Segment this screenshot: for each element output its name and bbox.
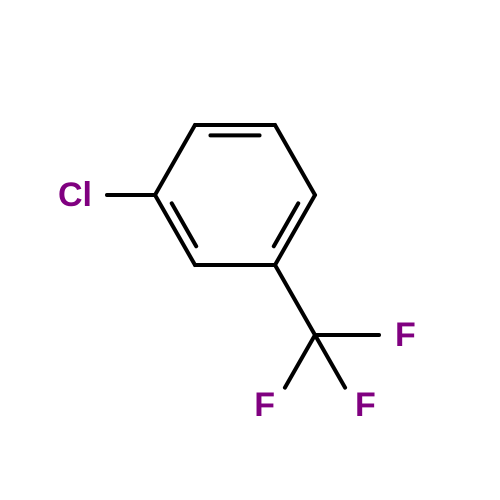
atom-label-cl: Cl — [58, 176, 92, 214]
molecule-canvas: ClFFF — [0, 0, 500, 500]
ring-bond — [275, 125, 315, 195]
atom-label-f3: F — [355, 386, 376, 424]
ring-double-bond — [172, 203, 196, 246]
bond-c-f2 — [285, 335, 315, 388]
atom-label-f1: F — [395, 316, 416, 354]
bond-c-f3 — [315, 335, 345, 388]
ring-bond — [155, 125, 195, 195]
ring-double-bond — [274, 203, 298, 246]
atom-label-f2: F — [254, 386, 275, 424]
bond-to-cf3 — [275, 265, 315, 335]
